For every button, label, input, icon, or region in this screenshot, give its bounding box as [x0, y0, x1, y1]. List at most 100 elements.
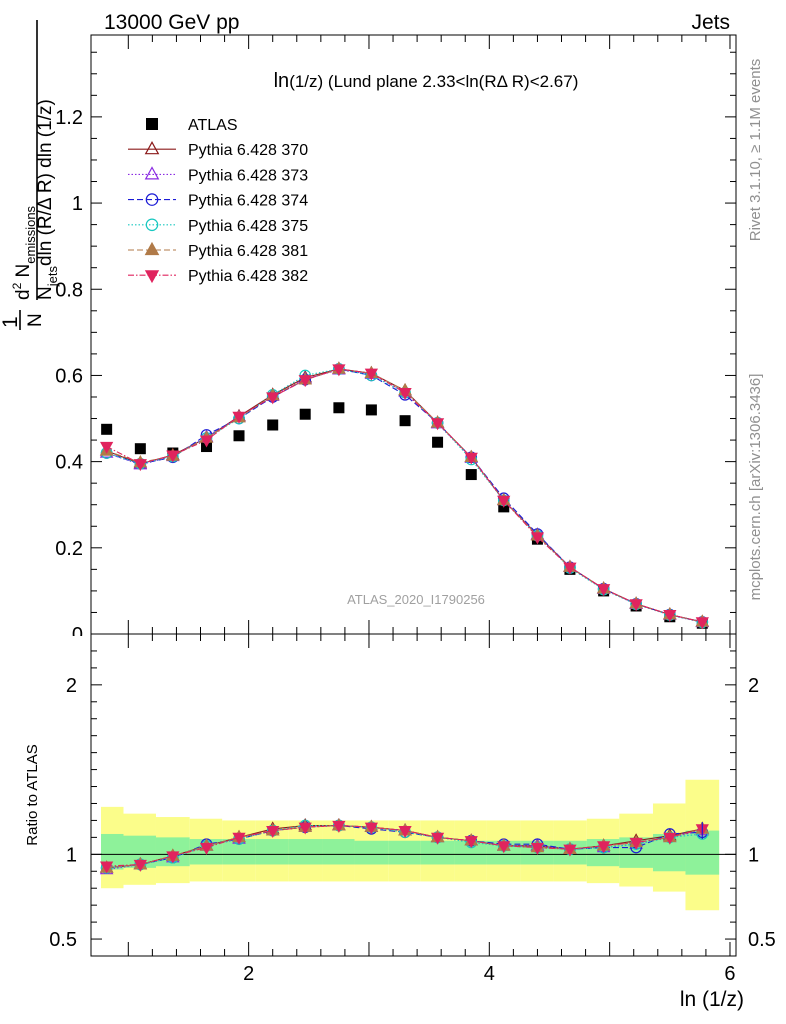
main-plot: 0.2 0.4 0.6 0.8 1 1.2 0 ln(1/z) (Lund plane 2.… [55, 34, 737, 636]
y-tick-label: 1 [72, 193, 83, 215]
ratio-point [199, 842, 214, 855]
legend-label: Pythia 6.428 374 [188, 193, 308, 210]
series-line [106, 368, 703, 623]
legend-marker [146, 118, 158, 130]
ratio-point [530, 842, 545, 855]
plot-title: ln(1/z) (Lund plane 2.33<ln(RΔ R)<2.67) [274, 70, 579, 92]
svg-text:N: N [25, 313, 46, 327]
legend-entry: Pythia 6.428 381 [128, 241, 308, 260]
series-line [106, 368, 703, 623]
legend-entry: Pythia 6.428 382 [128, 268, 308, 285]
ratio-point [430, 832, 445, 845]
main-x-ticks [127, 35, 731, 634]
legend-marker [144, 141, 160, 155]
main-y-axis-label: d2 Nemissions Njetsdln (R/Δ R) dln (1/z)… [0, 20, 60, 330]
data-point [333, 402, 345, 414]
legend-entry: Pythia 6.428 373 [128, 166, 308, 184]
series-line [106, 368, 703, 623]
main-series-layer [99, 361, 710, 630]
series-line [106, 369, 703, 623]
y-tick-label: 0.6 [55, 365, 83, 387]
legend-marker [145, 218, 159, 232]
series-line [106, 368, 703, 623]
data-point [365, 404, 377, 416]
series-pythia-6-428-373 [99, 362, 710, 628]
data-point [299, 408, 311, 420]
series-pythia-6-428-381 [99, 361, 710, 627]
analysis-watermark: ATLAS_2020_I1790256 [347, 592, 485, 607]
mc-point [464, 452, 478, 465]
legend-label: Pythia 6.428 375 [188, 218, 308, 235]
rivet-label: Rivet 3.1.10, ≥ 1.1M events [747, 59, 764, 242]
x-tick-label: 6 [724, 963, 735, 985]
mc-point [430, 418, 445, 431]
ratio-y-tick-label-right: 1 [748, 844, 759, 866]
mc-point [563, 562, 577, 575]
legend-label: Pythia 6.428 382 [188, 268, 308, 285]
ratio-point [332, 820, 346, 833]
uncertainty-band-inner [420, 840, 455, 865]
ratio-series-layer [99, 817, 710, 875]
ratio-point [629, 837, 643, 850]
series-pythia-6-428-370 [99, 361, 710, 627]
legend-marker [144, 270, 160, 284]
legend-label: ATLAS [188, 117, 238, 134]
ratio-point [232, 832, 246, 845]
legend-label: Pythia 6.428 373 [188, 167, 308, 184]
legend-entry: ATLAS [146, 117, 238, 134]
legend-marker [144, 241, 160, 256]
uncertainty-band-inner [322, 839, 355, 865]
ratio-point [464, 836, 478, 849]
jets-label: Jets [691, 11, 730, 34]
ratio-series-pythia-6-428-382 [100, 820, 709, 874]
data-point [134, 443, 146, 455]
uncertainty-band-inner [288, 839, 323, 865]
ratio-point [563, 844, 577, 857]
mc-point [332, 364, 346, 377]
legend-marker [144, 166, 160, 180]
ratio-point [497, 841, 511, 854]
data-point [267, 419, 279, 431]
data-point [399, 415, 411, 427]
uncertainty-band-inner [255, 839, 289, 865]
y-tick-label: 0.4 [55, 452, 83, 474]
legend-entry: Pythia 6.428 375 [128, 218, 308, 235]
uncertainty-band-inner [388, 840, 421, 865]
svg-text:d2 Nemissions: d2 Nemissions [10, 205, 38, 300]
mc-point [166, 450, 180, 463]
series-line [106, 368, 703, 623]
series-pythia-6-428-375 [100, 363, 709, 629]
uncertainty-band-inner [454, 840, 487, 865]
mc-point [695, 617, 709, 630]
y-tick-label: 1.2 [55, 107, 83, 129]
ratio-x-axis: 2 4 6 [127, 634, 736, 985]
ratio-y-axis-label: Ratio to ATLAS [24, 744, 41, 845]
ratio-point [100, 861, 114, 874]
mc-point [497, 495, 511, 508]
legend-label: Pythia 6.428 381 [188, 243, 308, 260]
series-pythia-6-428-374 [100, 363, 709, 628]
legend-entry: Pythia 6.428 374 [128, 193, 308, 210]
legend: ATLAS Pythia 6.428 370 Pythia 6.428 373 Pyt… [128, 117, 308, 285]
mc-point [629, 599, 643, 612]
ratio-point [398, 825, 412, 838]
mc-point [232, 411, 246, 424]
ratio-y-tick-label: 1 [66, 844, 77, 866]
mc-point [530, 532, 545, 545]
ratio-y-axis: 0.5 0.5 1 1 2 2 [49, 650, 776, 951]
mc-point [266, 392, 280, 405]
svg-text:1: 1 [0, 316, 22, 328]
ratio-y-tick-label-right: 0.5 [748, 929, 776, 951]
legend-label: Pythia 6.428 370 [188, 142, 308, 159]
uncertainty-band-inner [354, 840, 389, 865]
ratio-point [364, 822, 379, 835]
ratio-point [663, 832, 677, 845]
mc-point [597, 584, 611, 597]
mc-point [364, 368, 379, 381]
ratio-plot: 0.5 0.5 1 1 2 2 2 4 6 [49, 633, 776, 985]
x-tick-label: 2 [243, 963, 254, 985]
ratio-y-tick-label: 0.5 [49, 929, 77, 951]
mc-point [100, 441, 114, 454]
ratio-point [166, 851, 180, 864]
